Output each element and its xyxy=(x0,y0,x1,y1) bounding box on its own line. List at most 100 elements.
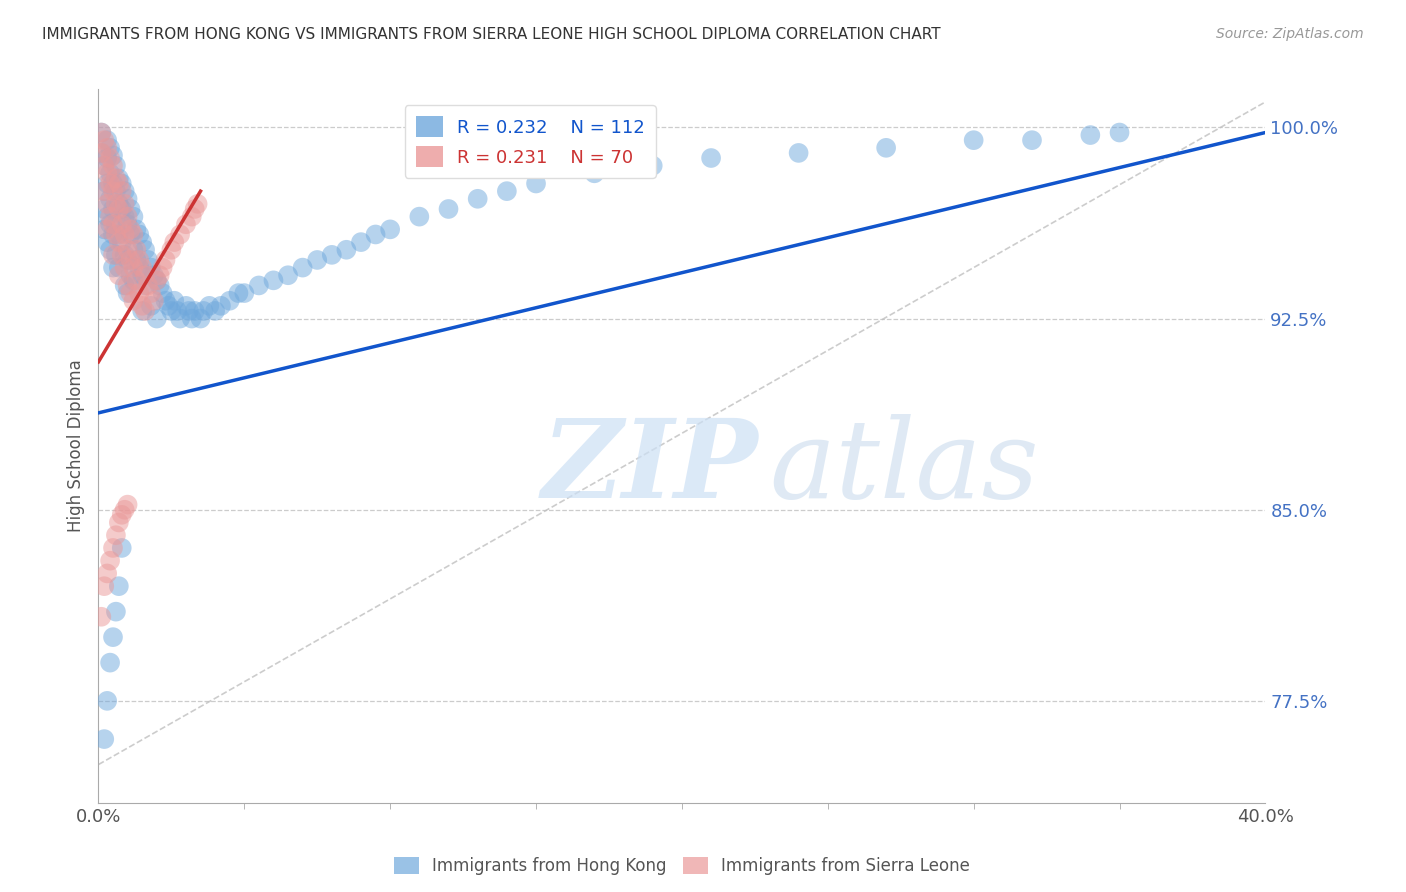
Point xyxy=(93,202,115,216)
Y-axis label: High School Diploma: High School Diploma xyxy=(66,359,84,533)
Point xyxy=(98,656,121,670)
Point xyxy=(524,177,547,191)
Point xyxy=(93,159,115,173)
Point xyxy=(96,141,118,155)
Point xyxy=(136,278,159,293)
Text: Source: ZipAtlas.com: Source: ZipAtlas.com xyxy=(1216,27,1364,41)
Point xyxy=(120,268,142,283)
Point xyxy=(117,217,139,231)
Point xyxy=(160,243,183,257)
Point xyxy=(108,235,131,249)
Point xyxy=(98,151,121,165)
Point xyxy=(96,566,118,581)
Point xyxy=(169,311,191,326)
Point xyxy=(93,133,115,147)
Point xyxy=(155,252,177,267)
Point xyxy=(114,260,136,275)
Point xyxy=(101,184,124,198)
Point xyxy=(262,273,284,287)
Point xyxy=(114,210,136,224)
Point xyxy=(101,248,124,262)
Point xyxy=(96,133,118,147)
Point xyxy=(111,235,134,249)
Point xyxy=(228,286,250,301)
Point xyxy=(96,222,118,236)
Point xyxy=(496,184,519,198)
Point xyxy=(204,304,226,318)
Point xyxy=(108,516,131,530)
Point xyxy=(125,243,148,257)
Point xyxy=(90,145,112,160)
Point xyxy=(128,227,150,242)
Point xyxy=(190,311,212,326)
Point xyxy=(166,304,188,318)
Point xyxy=(233,286,256,301)
Point xyxy=(96,694,118,708)
Point xyxy=(101,159,124,173)
Point xyxy=(136,252,159,267)
Point xyxy=(93,184,115,198)
Point xyxy=(307,252,329,267)
Point xyxy=(111,177,134,191)
Point xyxy=(131,235,153,249)
Point xyxy=(152,260,174,275)
Point xyxy=(183,304,205,318)
Point xyxy=(962,133,984,147)
Point xyxy=(90,126,112,140)
Point xyxy=(187,197,209,211)
Point xyxy=(98,554,121,568)
Point xyxy=(117,286,139,301)
Point xyxy=(583,166,606,180)
Point xyxy=(180,210,202,224)
Point xyxy=(114,184,136,198)
Point xyxy=(120,222,142,236)
Point xyxy=(101,202,124,216)
Point xyxy=(139,299,162,313)
Point xyxy=(93,222,115,236)
Point xyxy=(120,227,142,242)
Point xyxy=(122,293,145,308)
Point xyxy=(111,217,134,231)
Point xyxy=(408,210,430,224)
Point xyxy=(104,184,127,198)
Point xyxy=(183,202,205,216)
Point xyxy=(90,126,112,140)
Point xyxy=(108,579,131,593)
Point xyxy=(93,184,115,198)
Point xyxy=(101,148,124,162)
Point xyxy=(149,278,172,293)
Point xyxy=(131,268,153,283)
Point xyxy=(108,227,131,242)
Point xyxy=(380,222,402,236)
Point xyxy=(122,243,145,257)
Point xyxy=(131,299,153,313)
Point xyxy=(114,248,136,262)
Point xyxy=(321,248,343,262)
Point xyxy=(134,268,156,283)
Point xyxy=(125,252,148,267)
Point xyxy=(291,260,314,275)
Point xyxy=(128,252,150,267)
Point xyxy=(120,202,142,216)
Point xyxy=(155,293,177,308)
Point xyxy=(104,197,127,211)
Point xyxy=(111,248,134,262)
Text: IMMIGRANTS FROM HONG KONG VS IMMIGRANTS FROM SIERRA LEONE HIGH SCHOOL DIPLOMA CO: IMMIGRANTS FROM HONG KONG VS IMMIGRANTS … xyxy=(42,27,941,42)
Point xyxy=(131,260,153,275)
Point xyxy=(700,151,723,165)
Point xyxy=(114,278,136,293)
Point xyxy=(157,299,180,313)
Point xyxy=(111,202,134,216)
Point xyxy=(117,278,139,293)
Point xyxy=(93,732,115,747)
Point xyxy=(104,528,127,542)
Point xyxy=(101,541,124,555)
Point xyxy=(111,541,134,555)
Point xyxy=(117,210,139,224)
Point xyxy=(111,508,134,522)
Point xyxy=(104,605,127,619)
Text: ZIP: ZIP xyxy=(541,414,758,521)
Point xyxy=(163,235,186,249)
Point xyxy=(96,177,118,191)
Point xyxy=(160,304,183,318)
